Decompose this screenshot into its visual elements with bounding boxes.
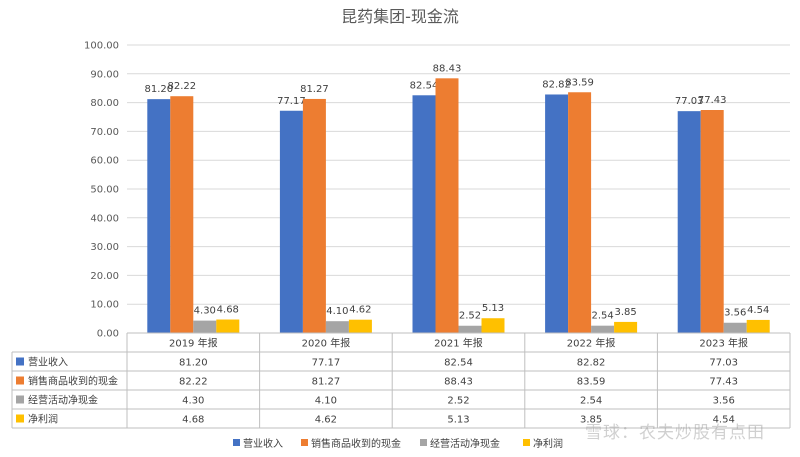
x-tick-label: 2022 年报 [567,337,616,350]
y-tick-label: 100.00 [84,41,119,52]
table-series-name: 营业收入 [28,356,68,369]
y-tick-label: 10.00 [90,300,119,311]
bar [435,78,459,334]
bar-value-label: 3.56 [724,308,746,319]
bar-value-label: 4.62 [349,305,371,316]
table-cell: 77.17 [312,358,341,369]
bar [746,319,770,333]
bar [147,99,171,333]
table-cell: 83.59 [577,377,606,388]
bar-value-label: 5.13 [482,303,504,314]
table-cell: 82.54 [444,358,473,369]
bar [302,98,326,333]
bar-value-label: 4.54 [747,305,769,316]
legend-label: 净利润 [533,437,563,450]
legend-swatch [301,439,308,446]
table-cell: 77.03 [709,358,738,369]
table-cell: 5.13 [447,415,469,426]
bar [216,319,240,333]
y-tick-label: 70.00 [90,127,119,138]
bar [677,111,701,334]
table-cell: 2.54 [580,396,602,407]
bar-value-label: 77.17 [277,96,306,107]
y-tick-label: 20.00 [90,271,119,282]
bar [700,110,724,333]
y-tick-label: 60.00 [90,156,119,167]
bar-value-label: 4.30 [194,306,216,317]
table-cell: 4.10 [315,396,337,407]
table-legend-swatch [16,395,24,404]
bar-value-label: 2.52 [459,311,481,322]
y-tick-label: 0.00 [97,329,119,340]
table-series-name: 销售商品收到的现金 [28,375,118,388]
bar-value-label: 88.43 [433,63,462,74]
chart-title: 昆药集团-现金流 [341,7,459,26]
table-cell: 88.43 [444,377,473,388]
bar-value-label: 4.68 [217,305,239,316]
x-tick-label: 2019 年报 [169,337,218,350]
bar [591,325,615,333]
table-cell: 81.20 [179,358,208,369]
bar-value-label: 82.54 [410,80,439,91]
bar [170,96,194,334]
watermark-text: 雪球：农夫炒股有点田 [585,423,765,443]
table-legend-swatch [16,357,24,366]
table-legend-swatch [16,414,24,423]
bar-value-label: 81.27 [300,84,329,95]
bar [193,320,217,333]
table-cell: 2.52 [447,396,469,407]
bar [568,92,592,333]
bar-value-label: 81.20 [144,84,173,95]
legend-label: 经营活动净现金 [430,437,500,450]
bar [412,95,436,334]
x-tick-label: 2020 年报 [302,337,351,350]
legend-swatch [233,439,240,446]
bar [481,318,505,333]
table-cell: 3.56 [713,396,735,407]
table-cell: 3.85 [580,415,602,426]
bar [458,325,482,333]
table-cell: 4.62 [315,415,337,426]
bar [279,110,303,333]
table-cell: 4.54 [713,415,735,426]
bar [325,321,349,333]
y-tick-label: 80.00 [90,98,119,109]
table-cell: 4.68 [182,415,204,426]
bar [614,321,638,333]
y-tick-label: 30.00 [90,242,119,253]
table-cell: 77.43 [709,377,738,388]
legend-swatch [420,439,427,446]
bar [348,319,372,333]
bar-value-label: 82.82 [542,79,571,90]
bar-value-label: 77.43 [698,95,727,106]
table-series-name: 经营活动净现金 [28,394,98,407]
table-cell: 82.22 [179,377,208,388]
legend-label: 营业收入 [243,437,283,450]
legend-label: 销售商品收到的现金 [311,437,401,450]
y-tick-label: 90.00 [90,69,119,80]
table-cell: 82.82 [577,358,606,369]
bar-value-label: 82.22 [167,81,196,92]
table-cell: 4.30 [182,396,204,407]
table-legend-swatch [16,376,24,385]
y-tick-label: 50.00 [90,185,119,196]
x-tick-label: 2021 年报 [434,337,483,350]
x-tick-label: 2023 年报 [699,337,748,350]
bar-value-label: 3.85 [614,307,636,318]
table-cell: 81.27 [312,377,341,388]
table-series-name: 净利润 [28,413,58,426]
bar [545,94,569,334]
legend-swatch [523,439,530,446]
bar-value-label: 2.54 [591,311,613,322]
bar-value-label: 77.03 [675,96,704,107]
bar-value-label: 4.10 [326,306,348,317]
y-tick-label: 40.00 [90,213,119,224]
bar-value-label: 83.59 [565,77,594,88]
bar [723,322,747,333]
